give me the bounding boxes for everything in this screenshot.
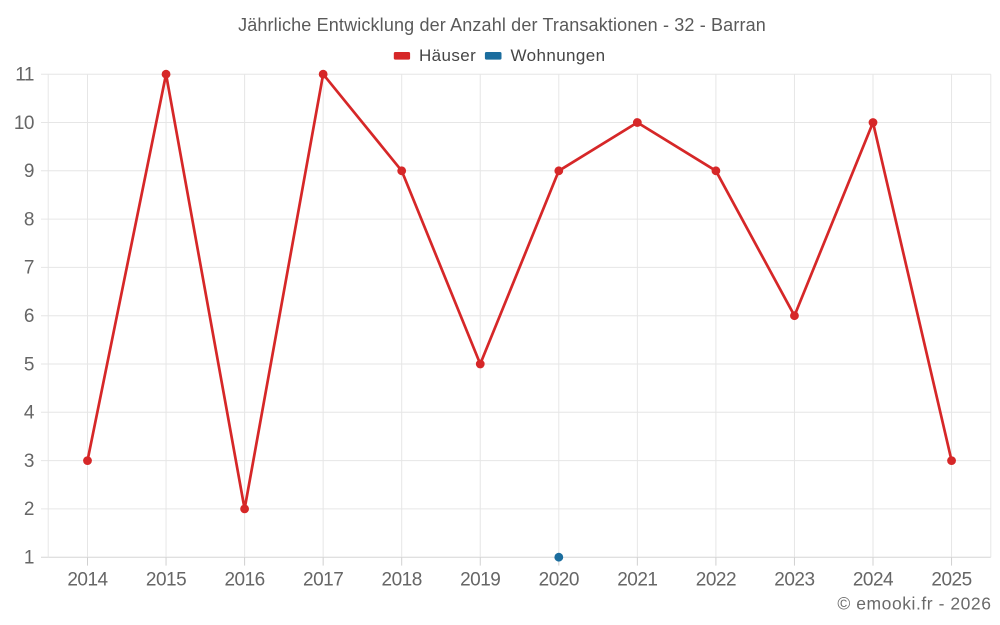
svg-text:2: 2	[24, 499, 34, 520]
svg-text:2022: 2022	[696, 570, 736, 591]
svg-text:2020: 2020	[539, 570, 579, 591]
svg-text:2014: 2014	[67, 570, 108, 591]
svg-text:10: 10	[14, 113, 34, 134]
svg-text:2024: 2024	[853, 570, 894, 591]
svg-text:3: 3	[24, 451, 34, 472]
svg-text:2017: 2017	[303, 570, 343, 591]
svg-text:9: 9	[24, 161, 34, 182]
svg-text:2016: 2016	[224, 570, 264, 591]
svg-text:6: 6	[24, 306, 34, 327]
svg-text:8: 8	[24, 209, 34, 230]
svg-text:11: 11	[15, 65, 34, 86]
svg-text:2025: 2025	[931, 570, 971, 591]
svg-text:2015: 2015	[146, 570, 186, 591]
svg-text:Jährliche Entwicklung der Anza: Jährliche Entwicklung der Anzahl der Tra…	[238, 15, 766, 35]
svg-text:2019: 2019	[460, 570, 500, 591]
svg-text:2021: 2021	[617, 570, 657, 591]
svg-text:7: 7	[24, 258, 34, 279]
svg-text:2023: 2023	[774, 570, 814, 591]
svg-text:Häuser: Häuser	[419, 46, 476, 65]
svg-text:Wohnungen: Wohnungen	[511, 46, 606, 65]
svg-text:1: 1	[24, 548, 34, 569]
svg-text:2018: 2018	[382, 570, 422, 591]
svg-text:© emooki.fr - 2026: © emooki.fr - 2026	[837, 594, 991, 614]
svg-text:5: 5	[24, 354, 34, 375]
svg-text:4: 4	[24, 403, 35, 424]
